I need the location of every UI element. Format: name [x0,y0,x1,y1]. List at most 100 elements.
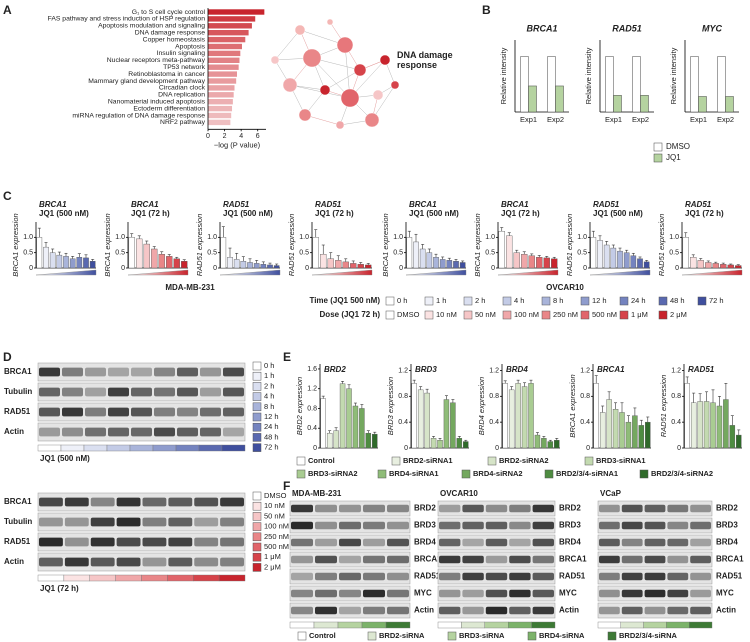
blot-band [90,517,115,527]
blot-band [462,589,484,598]
bar [352,405,359,449]
y-tick-label: 1.2 [489,367,499,374]
blot-row-label: Actin [414,606,434,615]
blot-band [194,517,219,527]
legend-swatch [461,469,471,479]
bar [413,241,419,269]
bar [619,412,625,449]
category-label: Copper homeostasis [143,36,206,43]
network-node [298,108,312,122]
blot-band [509,606,531,615]
legend-label: BRD4-siRNA1 [389,469,439,478]
y-tick-label: 0.4 [398,419,408,426]
bar [623,252,630,269]
blot-band [363,606,385,615]
legend-swatch [527,631,537,641]
blot-band [667,521,689,530]
legend-swatch [252,501,262,511]
blot-caption: JQ1 (72 h) [40,584,79,593]
blot-band [220,537,244,547]
blot-band [509,521,531,530]
legend-swatch [385,296,395,306]
blot-band [90,537,115,547]
category-label: Nanomaterial induced apoptosis [108,98,206,105]
blot-band [291,504,313,513]
legend-swatch [658,310,668,320]
bar [320,253,327,269]
y-tick-label: 1.0 [485,234,495,241]
legend-swatch [653,142,663,152]
x-tick-label: Exp1 [605,115,622,124]
blot-band [599,538,620,547]
blot-band [690,572,711,581]
blot-background [37,492,246,512]
blot-band [194,497,219,507]
bar [357,264,364,269]
y-tick-label: 1.2 [580,367,590,374]
blot-row-label: BRD2 [559,504,581,513]
blot-band [485,606,508,615]
bar [89,261,96,269]
blot-band [177,407,198,417]
bar [260,264,267,269]
y-tick-label: 0.5 [207,250,217,257]
lane-strip [193,574,220,582]
blot-band [291,572,313,581]
bar [424,392,430,449]
blot-band [339,504,361,513]
bar [498,230,505,269]
lane-strip [175,444,200,452]
x-tick-label: 2 [223,133,227,140]
network-node [326,18,334,26]
legend-label: Control [308,456,335,465]
x-axis-label: −log (P value) [214,140,261,149]
legend-label: BRD2-siRNA1 [403,456,453,465]
blot-band [462,606,484,615]
bar [151,248,158,269]
blot-row-label: Actin [716,606,736,615]
blot-band [667,538,689,547]
bar [83,257,89,269]
legend-swatch [296,469,306,479]
blot-band [223,407,244,417]
blot-band [339,521,361,530]
dose-wedge [681,269,743,276]
y-tick-label: 0 [677,445,681,452]
bar [208,71,237,77]
bar [208,50,241,57]
y-tick-label: 0.8 [307,405,317,412]
legend-label: BRD2/3/4-siRNA [619,631,678,640]
blot-band [154,427,175,437]
blot-band [644,555,666,564]
panel-letter: E [283,350,291,364]
legend-swatch [252,443,262,452]
blot-band [315,521,337,530]
dose-wedge [589,269,651,276]
blot-band [154,387,175,397]
bar [333,430,339,449]
panel-letter: A [3,3,12,17]
legend-label: 0 h [397,296,407,305]
y-axis-label: RAD51 expression [287,214,296,277]
legend-label: BRD2-siRNA [379,631,425,640]
y-tick-label: 0 [399,265,403,272]
blot-band [621,504,643,513]
y-tick-label: 0.5 [577,250,587,257]
bar [612,409,619,449]
bar [443,399,450,449]
blot-band [644,606,666,615]
blot-band [462,504,484,513]
blot-band [64,557,89,567]
bar [710,402,716,449]
legend-label: 48 h [670,296,685,305]
blot-background [37,552,246,572]
legend-label: 50 nM [475,310,496,319]
blot-band [439,555,461,564]
bar [712,263,719,269]
network-node [390,80,400,90]
bar [346,388,352,449]
x-tick-label: Exp2 [632,115,649,124]
blot-band [532,504,554,513]
x-tick-label: 6 [256,133,260,140]
